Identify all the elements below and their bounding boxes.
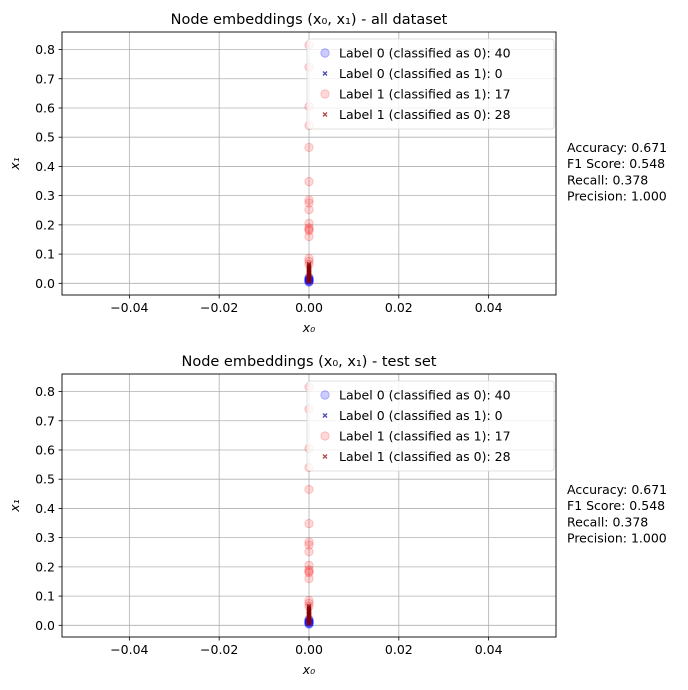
data-point [304,195,314,205]
legend-marker [320,48,330,58]
metric-line: Accuracy: 0.671 [567,482,667,497]
metric-line: Recall: 0.378 [567,514,648,529]
data-point [304,223,314,233]
y-axis-label: x₁ [7,157,22,170]
y-tick-label: 0.2 [35,217,55,232]
y-tick-label: 0.0 [35,276,55,291]
data-point [304,205,314,215]
legend-label: Label 0 (classified as 1): 0 [339,66,503,81]
legend-label: Label 1 (classified as 0): 28 [339,107,511,122]
x-tick-label: 0.00 [295,300,323,315]
chart-title: Node embeddings (x₀, x₁) - test set [181,354,436,370]
data-point [304,595,314,606]
data-point [304,177,314,187]
y-axis-label: x₁ [7,499,22,512]
metric-line: Accuracy: 0.671 [567,140,667,155]
x-tick-label: 0.04 [475,300,503,315]
y-tick-label: 0.8 [35,42,55,57]
data-point [304,198,314,208]
legend-label: Label 0 (classified as 0): 40 [339,388,511,403]
y-tick-label: 0.1 [35,589,55,604]
legend-marker [320,89,330,99]
legend-marker [320,390,330,400]
data-point-x [306,604,312,610]
x-axis-label: x₀ [302,662,315,677]
data-point [304,253,314,264]
legend-marker [322,413,328,418]
x-tick-label: 0.02 [385,642,413,657]
legend-label: Label 1 (classified as 1): 17 [339,87,511,102]
legend-marker [322,112,328,117]
y-tick-label: 0.8 [35,384,55,399]
plot-frame [61,31,557,296]
chart-title: Node embeddings (x₀, x₁) - all dataset [171,12,448,28]
y-tick-label: 0.2 [35,559,55,574]
legend-label: Label 0 (classified as 0): 40 [339,46,511,61]
data-point-x [306,603,312,609]
y-tick-label: 0.1 [35,247,55,262]
x-axis-label: x₀ [302,320,315,335]
data-point [304,565,314,575]
data-point [304,142,314,153]
y-tick-label: 0.5 [35,130,55,145]
legend-box [306,38,555,130]
data-point [304,547,314,557]
x-tick-label: −0.04 [110,300,148,315]
legend-label: Label 1 (classified as 1): 17 [339,429,511,444]
legend-marker [322,71,328,76]
chart-panel-2: −0.04 −0.02 0.00 0.02 0.04 0.0 0.1 0.2 0.3 0.4 0.5… [7,354,667,677]
legend: Label 0 (classified as 0): 40 Label 0 (cl… [306,380,555,472]
y-tick-label: 0.0 [35,618,55,633]
y-tick-label: 0.3 [35,188,55,203]
data-point [304,560,314,571]
legend-marker [320,431,330,441]
data-point [304,568,314,578]
legend-box [306,380,555,472]
metric-line: Precision: 1.000 [567,189,667,204]
y-tick-label: 0.6 [35,100,55,115]
chart-panel-1: −0.04 −0.02 0.00 0.02 0.04 0.0 0.1 0.2 0.3 0.4 0.5… [7,12,667,335]
data-point [304,218,314,229]
metric-line: Precision: 1.000 [567,531,667,546]
x-tick-label: −0.02 [200,642,238,657]
y-tick-label: 0.6 [35,442,55,457]
x-tick-label: −0.04 [110,642,148,657]
data-point-x [306,261,312,267]
x-tick-label: 0.00 [295,642,323,657]
legend-label: Label 1 (classified as 0): 28 [339,449,511,464]
x-tick-label: 0.02 [385,300,413,315]
x-tick-label: 0.04 [475,642,503,657]
data-point [304,519,314,529]
data-point [304,484,314,495]
legend-label: Label 0 (classified as 1): 0 [339,408,503,423]
data-point [304,231,314,242]
y-tick-label: 0.7 [35,71,55,86]
data-point [304,540,314,550]
metric-line: Recall: 0.378 [567,172,648,187]
data-point-x [306,262,312,268]
data-point [304,224,314,234]
data-point [304,226,314,236]
plot-frame [61,373,557,638]
y-tick-label: 0.7 [35,413,55,428]
metric-line: F1 Score: 0.548 [567,498,665,513]
y-tick-label: 0.4 [35,501,55,516]
x-tick-label: −0.02 [200,300,238,315]
y-tick-label: 0.5 [35,472,55,487]
legend: Label 0 (classified as 0): 40 Label 0 (cl… [306,38,555,130]
data-point [304,537,314,547]
data-point [304,566,314,576]
data-point [304,573,314,584]
y-tick-label: 0.3 [35,530,55,545]
metric-line: F1 Score: 0.548 [567,156,665,171]
legend-marker [322,454,328,459]
y-tick-label: 0.4 [35,159,55,174]
